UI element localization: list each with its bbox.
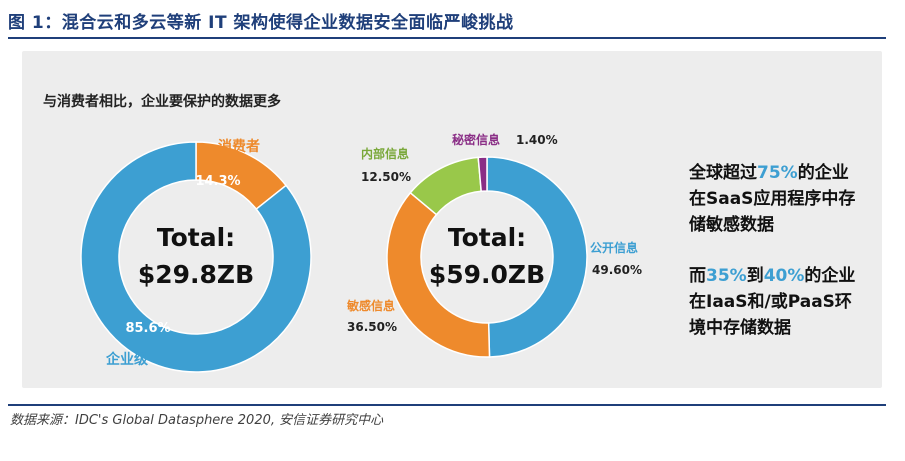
figure-title: 图 1：混合云和多云等新 IT 架构使得企业数据安全面临严峻挑战 bbox=[8, 13, 514, 33]
chart2-slice-label-public: 公开信息 bbox=[590, 240, 638, 255]
note1-text-post: 的企业 bbox=[798, 162, 849, 183]
svg-text:全球超过75%的企业: 全球超过75%的企业 bbox=[688, 162, 849, 183]
donut-slice-donut2-3 bbox=[477, 156, 488, 193]
note1-line3: 储敏感数据 bbox=[689, 214, 774, 235]
note-saas: 全球超过75%的企业 在SaaS应用程序中存 储敏感数据 bbox=[688, 162, 855, 235]
note2-text-pre: 而 bbox=[689, 266, 706, 286]
note-iaas: 而35%到40%的企业 在IaaS和/或PaaS环 境中存储数据 bbox=[689, 265, 855, 338]
note2-highlight-1: 35% bbox=[706, 266, 747, 286]
chart1-center-value: $29.8ZB bbox=[138, 260, 254, 289]
chart2-slice-value-internal: 12.50% bbox=[361, 170, 411, 184]
svg-text:而35%到40%的企业: 而35%到40%的企业 bbox=[689, 265, 855, 286]
chart2-center-label: Total: bbox=[448, 223, 526, 252]
note2-line2: 在IaaS和/或PaaS环 bbox=[689, 291, 852, 312]
chart2-slice-label-sensitive: 敏感信息 bbox=[346, 298, 395, 313]
title-divider bbox=[8, 37, 886, 39]
chart1-slice-label-consumer: 消费者 bbox=[218, 138, 260, 155]
donut-slice-donut2-0 bbox=[486, 156, 588, 358]
chart1-slice-value-consumer: 14.3% bbox=[195, 174, 240, 189]
chart2-slice-value-sensitive: 36.50% bbox=[347, 320, 397, 334]
source-divider bbox=[8, 404, 886, 406]
chart2-slice-value-secret: 1.40% bbox=[516, 133, 558, 147]
note2-text-mid: 到 bbox=[747, 266, 764, 286]
note2-line3: 境中存储数据 bbox=[689, 317, 791, 338]
chart2-slice-value-public: 49.60% bbox=[592, 263, 642, 277]
chart2-slice-label-internal: 内部信息 bbox=[361, 146, 409, 161]
source-note: 数据来源：IDC's Global Datasphere 2020, 安信证券研… bbox=[10, 413, 384, 428]
note1-highlight: 75% bbox=[757, 163, 798, 183]
note2-highlight-2: 40% bbox=[764, 266, 805, 286]
chart1-slice-label-enterprise: 企业级 bbox=[105, 351, 149, 368]
donut-chart-2 bbox=[386, 156, 588, 358]
note2-text-post: 的企业 bbox=[804, 265, 855, 286]
chart1-center-label: Total: bbox=[157, 223, 235, 252]
donut-chart-1 bbox=[80, 141, 312, 373]
chart1-slice-value-enterprise: 85.6% bbox=[125, 321, 170, 336]
chart1-subtitle: 与消费者相比，企业要保护的数据更多 bbox=[43, 93, 281, 110]
donut-slice-donut1-1 bbox=[80, 141, 312, 373]
donut-slice-donut2-1 bbox=[386, 191, 491, 358]
chart2-center-value: $59.0ZB bbox=[429, 260, 545, 289]
note1-line2: 在SaaS应用程序中存 bbox=[689, 188, 855, 209]
chart2-slice-label-secret: 秘密信息 bbox=[452, 132, 500, 147]
note1-text-pre: 全球超过 bbox=[688, 162, 757, 183]
